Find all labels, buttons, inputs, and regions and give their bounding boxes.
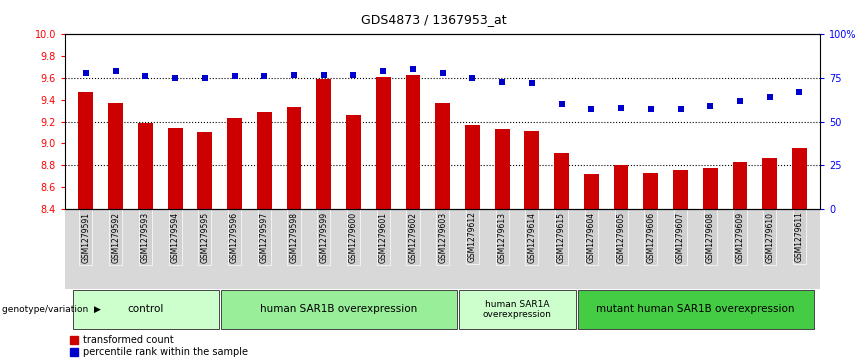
Bar (435, 103, 450, 209)
Bar (703, 168, 718, 209)
Bar (459, 290, 575, 329)
Bar (584, 174, 599, 209)
Bar (495, 129, 510, 209)
Bar (792, 148, 807, 209)
Bar (376, 77, 391, 209)
Bar (257, 112, 272, 209)
Text: GDS4873 / 1367953_at: GDS4873 / 1367953_at (361, 13, 507, 26)
Bar (614, 165, 628, 209)
Text: mutant human SAR1B overexpression: mutant human SAR1B overexpression (596, 305, 794, 314)
Bar (673, 170, 688, 209)
Bar (643, 173, 658, 209)
Bar (138, 123, 153, 209)
Bar (346, 115, 361, 209)
Bar (73, 290, 219, 329)
Text: human SAR1A
overexpression: human SAR1A overexpression (483, 300, 551, 319)
Bar (762, 158, 777, 209)
Bar (524, 131, 539, 209)
Bar (554, 153, 569, 209)
Bar (227, 118, 242, 209)
Bar (78, 92, 94, 209)
Bar (733, 162, 747, 209)
Text: human SAR1B overexpression: human SAR1B overexpression (260, 305, 418, 314)
Bar (108, 103, 123, 209)
Bar (197, 132, 213, 209)
Bar (221, 290, 457, 329)
Bar (578, 290, 813, 329)
Text: control: control (128, 305, 163, 314)
Legend: transformed count, percentile rank within the sample: transformed count, percentile rank withi… (70, 335, 247, 357)
Bar (405, 75, 420, 209)
Bar (286, 107, 301, 209)
Bar (316, 79, 332, 209)
Text: genotype/variation  ▶: genotype/variation ▶ (2, 305, 101, 314)
Bar (465, 125, 480, 209)
Bar (168, 128, 182, 209)
